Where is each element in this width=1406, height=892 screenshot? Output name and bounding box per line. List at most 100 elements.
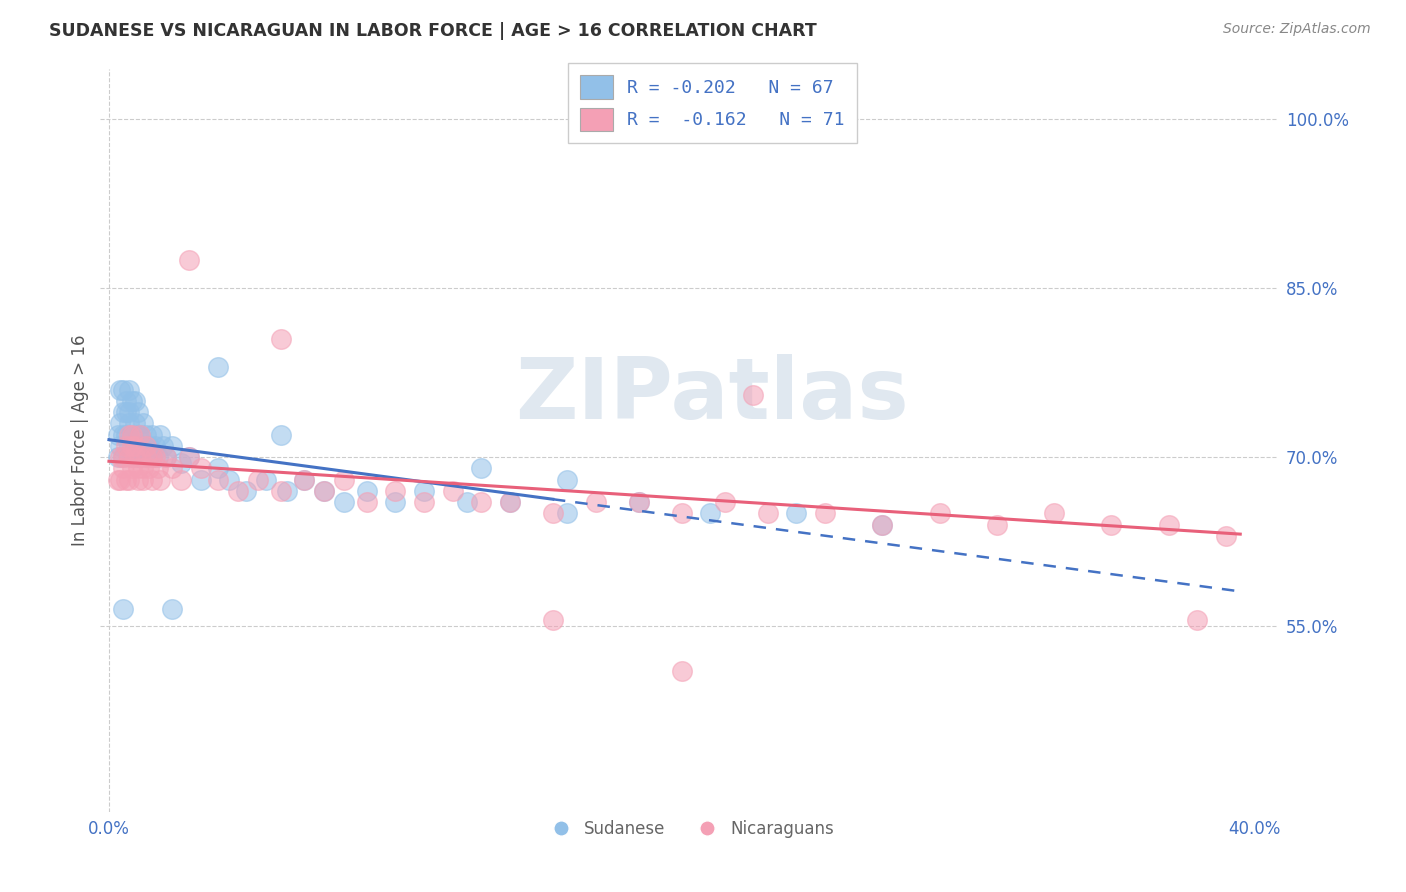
Point <box>756 507 779 521</box>
Point <box>226 483 249 498</box>
Point <box>141 473 163 487</box>
Point <box>132 417 155 431</box>
Point <box>169 473 191 487</box>
Point <box>110 383 132 397</box>
Point <box>699 507 721 521</box>
Point <box>115 427 138 442</box>
Point <box>146 461 169 475</box>
Point <box>333 495 356 509</box>
Point <box>218 473 240 487</box>
Point <box>814 507 837 521</box>
Point <box>270 427 292 442</box>
Point <box>384 483 406 498</box>
Text: SUDANESE VS NICARAGUAN IN LABOR FORCE | AGE > 16 CORRELATION CHART: SUDANESE VS NICARAGUAN IN LABOR FORCE | … <box>49 22 817 40</box>
Point <box>118 439 141 453</box>
Point <box>207 473 229 487</box>
Point <box>384 495 406 509</box>
Point <box>356 495 378 509</box>
Point <box>149 473 172 487</box>
Point <box>112 450 135 464</box>
Point <box>129 427 152 442</box>
Point <box>112 427 135 442</box>
Point <box>141 450 163 464</box>
Point <box>870 517 893 532</box>
Point <box>585 495 607 509</box>
Point <box>235 483 257 498</box>
Point <box>135 427 157 442</box>
Point <box>671 507 693 521</box>
Text: ZIPatlas: ZIPatlas <box>516 354 910 437</box>
Point <box>292 473 315 487</box>
Point <box>179 252 201 267</box>
Point <box>541 614 564 628</box>
Point <box>141 450 163 464</box>
Point <box>179 450 201 464</box>
Point <box>413 495 436 509</box>
Point <box>110 450 132 464</box>
Point <box>118 427 141 442</box>
Point <box>356 483 378 498</box>
Point <box>135 450 157 464</box>
Point <box>312 483 335 498</box>
Point <box>1215 529 1237 543</box>
Point <box>870 517 893 532</box>
Y-axis label: In Labor Force | Age > 16: In Labor Force | Age > 16 <box>72 334 89 546</box>
Point <box>312 483 335 498</box>
Point <box>470 495 492 509</box>
Point <box>541 507 564 521</box>
Point <box>121 427 143 442</box>
Point <box>112 602 135 616</box>
Point <box>107 450 129 464</box>
Point <box>138 461 160 475</box>
Point <box>1099 517 1122 532</box>
Point <box>155 450 177 464</box>
Point <box>1157 517 1180 532</box>
Point <box>135 450 157 464</box>
Point <box>207 461 229 475</box>
Point <box>124 439 146 453</box>
Point <box>160 439 183 453</box>
Point <box>115 473 138 487</box>
Point <box>143 439 166 453</box>
Point <box>132 439 155 453</box>
Point <box>121 393 143 408</box>
Point <box>118 405 141 419</box>
Point <box>152 439 174 453</box>
Point <box>132 461 155 475</box>
Point <box>179 450 201 464</box>
Point <box>155 450 177 464</box>
Point <box>121 427 143 442</box>
Point <box>207 359 229 374</box>
Point <box>121 439 143 453</box>
Point <box>149 427 172 442</box>
Point <box>713 495 735 509</box>
Point <box>190 461 212 475</box>
Point <box>115 405 138 419</box>
Point <box>555 507 578 521</box>
Point <box>127 461 149 475</box>
Point <box>292 473 315 487</box>
Point <box>627 495 650 509</box>
Point <box>169 456 191 470</box>
Point <box>190 473 212 487</box>
Legend: Sudanese, Nicaraguans: Sudanese, Nicaraguans <box>537 814 841 845</box>
Point <box>785 507 807 521</box>
Point <box>124 417 146 431</box>
Point <box>742 388 765 402</box>
Point <box>110 417 132 431</box>
Point <box>112 405 135 419</box>
Point <box>112 383 135 397</box>
Point <box>124 393 146 408</box>
Point <box>127 473 149 487</box>
Point <box>413 483 436 498</box>
Point <box>110 473 132 487</box>
Point <box>333 473 356 487</box>
Point <box>256 473 278 487</box>
Point <box>499 495 522 509</box>
Point <box>118 383 141 397</box>
Point <box>160 461 183 475</box>
Point <box>118 450 141 464</box>
Point <box>132 473 155 487</box>
Point <box>118 473 141 487</box>
Point <box>129 427 152 442</box>
